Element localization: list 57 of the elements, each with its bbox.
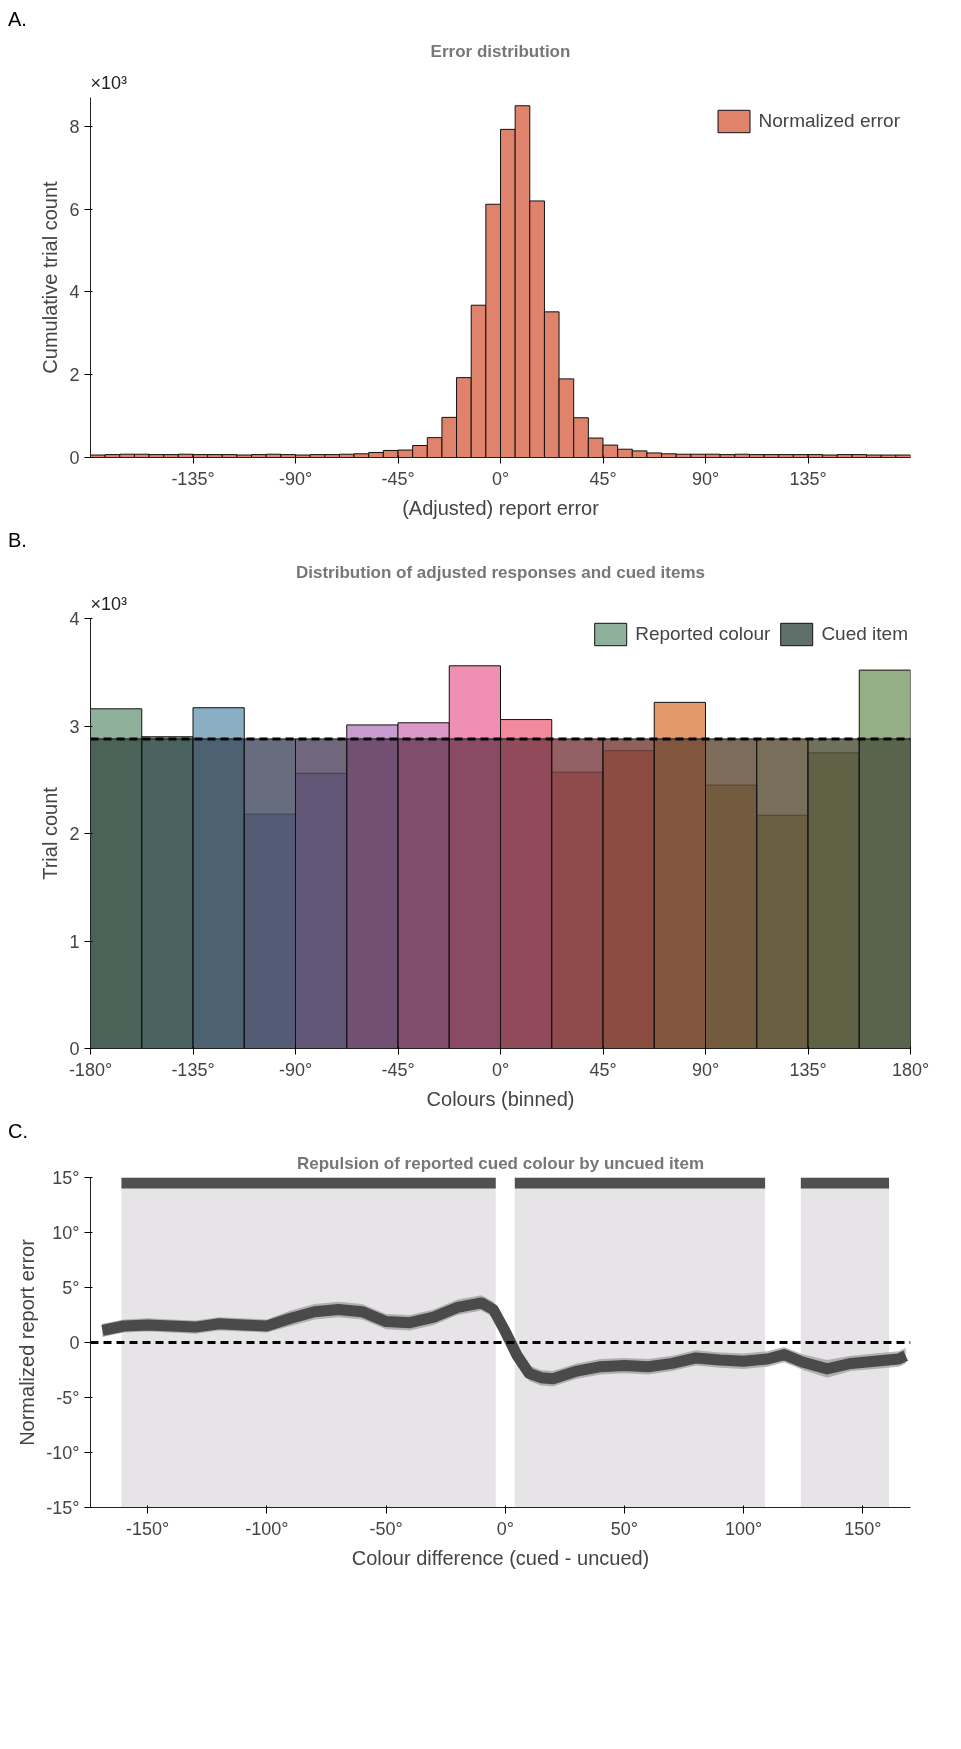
y-tick-label: 3 [69,716,80,737]
legend-label: Cued item [821,623,908,645]
y-tick-label: 2 [69,824,80,844]
x-tick-label: -135° [171,468,215,489]
x-tick-label: 150° [844,1518,882,1539]
x-tick-label: -45° [381,468,415,489]
y-tick-label: 1 [69,931,80,952]
x-tick-label: -45° [381,1059,415,1080]
y-axis-title: Normalized report error [16,1238,39,1446]
text: C. [8,1119,28,1144]
x-tick-label: -100° [245,1518,289,1539]
x-tick-label: 100° [725,1518,763,1539]
y-axis-title: Cumulative trial count [39,180,62,374]
x-tick-label: -180° [68,1059,113,1080]
x-tick-label: 0° [491,1059,510,1080]
chart-title: Error distribution [430,41,571,61]
x-axis-title: Colours (binned) [426,1087,575,1110]
chart-title: Distribution of adjusted responses and cued items [295,562,706,582]
x-tick-label: 135° [789,468,827,489]
y-tick-label: 15° [52,1167,80,1188]
x-tick-label: 90° [691,1059,720,1080]
x-tick-label: 0° [496,1518,514,1539]
y-tick-label: 0 [69,448,80,468]
x-tick-label: 50° [610,1518,639,1539]
y-tick-label: -15° [46,1497,80,1518]
x-tick-label: -90° [278,468,313,489]
legend-label: Reported colour [635,623,771,645]
text: ×10³ [90,72,128,93]
x-tick-label: -135° [171,1059,215,1080]
y-tick-label: 6 [69,199,80,220]
x-tick-label: 0° [491,468,510,489]
text: B. [8,528,27,553]
x-tick-label: -90° [278,1059,313,1080]
y-tick-label: -5° [56,1387,80,1408]
chart-title: Repulsion of reported cued colour by uncued item [296,1153,705,1173]
y-tick-label: 5° [62,1277,80,1298]
x-tick-label: 135° [789,1059,827,1080]
y-tick-label: 4 [69,282,80,303]
legend-label: Normalized error [758,110,900,132]
x-axis-title: (Adjusted) report error [402,496,600,519]
x-tick-label: -150° [126,1518,170,1539]
y-tick-label: 0 [69,1332,80,1353]
y-tick-label: 10° [52,1222,80,1243]
x-tick-label: 90° [691,468,720,489]
x-axis-title: Colour difference (cued - uncued) [351,1546,650,1569]
y-axis-title: Trial count [39,786,62,880]
y-tick-label: -10° [46,1442,80,1463]
text: ×10³ [90,593,128,614]
y-tick-label: 4 [69,609,80,629]
x-tick-label: 45° [589,468,617,489]
x-tick-label: 45° [589,1059,617,1080]
y-tick-label: 0 [69,1039,80,1059]
y-tick-label: 2 [69,365,80,386]
y-tick-label: 8 [69,116,80,137]
text: A. [8,7,27,32]
x-tick-label: 180° [891,1059,930,1080]
x-tick-label: -50° [369,1518,403,1539]
